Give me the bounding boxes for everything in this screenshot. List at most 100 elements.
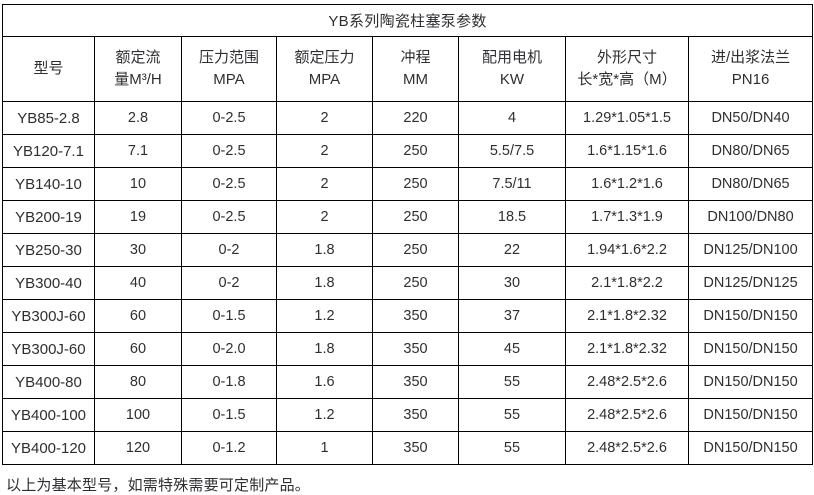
cell-model: YB300J-60 [2,332,95,366]
cell-flange: DN150/DN150 [687,398,814,432]
column-header-flow: 额定流 量M³/H [94,36,182,102]
column-header-motor: 配用电机 KW [458,36,566,102]
cell-stroke: 350 [372,365,459,399]
header-line-1: 外形尺寸 [596,48,657,66]
cell-dimensions: 1.7*1.3*1.9 [565,200,689,234]
cell-rated-pressure: 1.8 [276,332,373,366]
cell-stroke: 220 [372,101,459,135]
cell-motor: 30 [458,266,566,300]
cell-flange: DN150/DN150 [687,332,814,366]
cell-flow: 40 [94,266,182,300]
cell-rated-pressure: 1.6 [276,365,373,399]
cell-motor: 18.5 [458,200,566,234]
cell-dimensions: 1.29*1.05*1.5 [565,101,689,135]
cell-model: YB400-100 [2,398,95,432]
cell-rated-pressure: 2 [276,167,373,201]
cell-model: YB140-10 [2,167,95,201]
pump-spec-table: YB系列陶瓷柱塞泵参数 型号 额定流 量M³/H 压力范围 [1,4,814,465]
table-body: YB85-2.8 2.8 0-2.5 2 220 4 1.29*1.05*1.5… [2,101,814,465]
cell-rated-pressure: 2 [276,134,373,168]
cell-model: YB200-19 [2,200,95,234]
table-row: YB300-40 40 0-2 1.8 250 30 2.1*1.8*2.2 D… [2,266,814,300]
cell-motor: 45 [458,332,566,366]
cell-flange: DN150/DN150 [687,431,814,465]
table-row: YB140-10 10 0-2.5 2 250 7.5/11 1.6*1.2*1… [2,167,814,201]
cell-flange: DN100/DN80 [687,200,814,234]
cell-stroke: 250 [372,200,459,234]
cell-pressure-range: 0-2 [181,233,277,267]
header-line-1: 额定流 [115,48,161,66]
table-row: YB250-30 30 0-2 1.8 250 22 1.94*1.6*2.2 … [2,233,814,267]
cell-pressure-range: 0-2.5 [181,200,277,234]
cell-dimensions: 1.94*1.6*2.2 [565,233,689,267]
header-line-1: 型号 [33,59,64,77]
table-footnote: 以上为基本型号，如需特殊需要可定制产品。 [6,477,311,494]
cell-stroke: 350 [372,398,459,432]
cell-flange: DN50/DN40 [687,101,814,135]
column-header-model: 型号 [2,36,95,102]
cell-flange: DN125/DN125 [687,266,814,300]
header-line-2: MPA [213,71,245,88]
cell-flange: DN125/DN100 [687,233,814,267]
table-row: YB400-100 100 0-1.5 1.2 350 55 2.48*2.5*… [2,398,814,432]
header-line-2: PN16 [731,71,770,88]
cell-motor: 22 [458,233,566,267]
cell-model: YB400-120 [2,431,95,465]
cell-dimensions: 2.1*1.8*2.2 [565,266,689,300]
cell-model: YB400-80 [2,365,95,399]
cell-flow: 80 [94,365,182,399]
cell-dimensions: 1.6*1.2*1.6 [565,167,689,201]
table-row: YB300J-60 60 0-1.5 1.2 350 37 2.1*1.8*2.… [2,299,814,333]
header-line-1: 进/出浆法兰 [710,48,791,66]
table-row: YB85-2.8 2.8 0-2.5 2 220 4 1.29*1.05*1.5… [2,101,814,135]
cell-pressure-range: 0-1.5 [181,299,277,333]
cell-flow: 2.8 [94,101,182,135]
table-row: YB400-80 80 0-1.8 1.6 350 55 2.48*2.5*2.… [2,365,814,399]
cell-model: YB120-7.1 [2,134,95,168]
cell-motor: 5.5/7.5 [458,134,566,168]
cell-dimensions: 2.1*1.8*2.32 [565,299,689,333]
header-line-2: 长*宽*高（M） [577,71,677,88]
cell-stroke: 250 [372,167,459,201]
table-head: YB系列陶瓷柱塞泵参数 型号 额定流 量M³/H 压力范围 [1,4,814,102]
cell-flange: DN150/DN150 [687,299,814,333]
table-row: YB200-19 19 0-2.5 2 250 18.5 1.7*1.3*1.9… [2,200,814,234]
cell-pressure-range: 0-1.5 [181,398,277,432]
cell-model: YB250-30 [2,233,95,267]
cell-motor: 4 [458,101,566,135]
cell-pressure-range: 0-1.8 [181,365,277,399]
header-line-1: 压力范围 [198,48,259,66]
cell-dimensions: 2.1*1.8*2.32 [565,332,689,366]
cell-dimensions: 2.48*2.5*2.6 [565,365,689,399]
table-row: YB400-120 120 0-1.2 1 350 55 2.48*2.5*2.… [2,431,814,465]
header-line-2: 量M³/H [114,71,162,88]
header-line-1: 额定压力 [294,48,355,66]
header-line-2: KW [499,71,525,88]
cell-motor: 55 [458,431,566,465]
cell-flange: DN150/DN150 [687,365,814,399]
cell-rated-pressure: 1.8 [276,233,373,267]
cell-motor: 55 [458,398,566,432]
cell-flow: 120 [94,431,182,465]
cell-pressure-range: 0-1.2 [181,431,277,465]
column-header-flange: 进/出浆法兰 PN16 [687,36,814,102]
cell-rated-pressure: 2 [276,101,373,135]
table-row: YB300J-60 60 0-2.0 1.8 350 45 2.1*1.8*2.… [2,332,814,366]
cell-stroke: 250 [372,233,459,267]
cell-pressure-range: 0-2 [181,266,277,300]
cell-stroke: 350 [372,332,459,366]
cell-pressure-range: 0-2.5 [181,167,277,201]
header-line-2: MPA [308,71,341,88]
column-header-dimensions: 外形尺寸 长*宽*高（M） [565,36,689,102]
cell-pressure-range: 0-2.5 [181,101,277,135]
cell-flow: 7.1 [94,134,182,168]
cell-model: YB300J-60 [2,299,95,333]
column-header-pressure-range: 压力范围 MPA [181,36,277,102]
cell-pressure-range: 0-2.0 [181,332,277,366]
cell-flow: 100 [94,398,182,432]
cell-flow: 30 [94,233,182,267]
header-row: 型号 额定流 量M³/H 压力范围 MPA [2,36,814,102]
column-header-rated-pressure: 额定压力 MPA [276,36,373,102]
cell-motor: 55 [458,365,566,399]
